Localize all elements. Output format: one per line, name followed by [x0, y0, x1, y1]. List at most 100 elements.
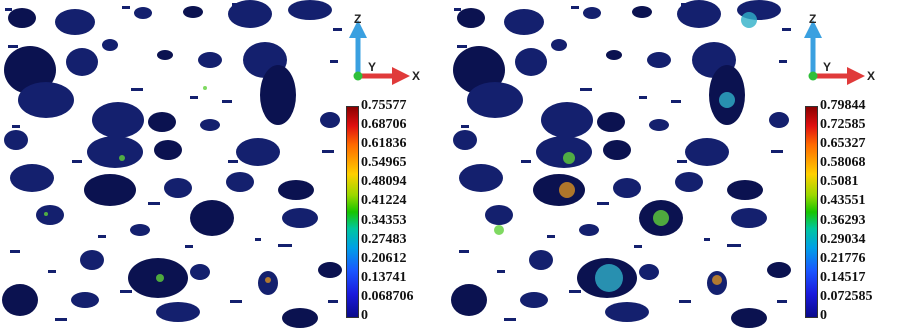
particle-fragment — [777, 300, 787, 303]
colorbar-tick-label: 0.27483 — [361, 231, 407, 247]
particle — [278, 180, 314, 200]
particle-fragment — [457, 45, 467, 48]
particle — [457, 8, 485, 28]
particle-fragment — [232, 3, 242, 6]
z-axis-label: Z — [809, 12, 817, 26]
particle-fragment — [547, 235, 555, 238]
particle-fragment — [120, 290, 132, 293]
particle — [282, 308, 318, 328]
colorbar-gradient — [805, 106, 818, 318]
particle — [536, 136, 592, 168]
particle — [597, 112, 625, 132]
particle-fragment — [679, 300, 691, 303]
particle-scene-left — [2, 0, 342, 328]
left-panel: Z Y X 0.75577 0.68706 0.61836 0.54965 0.4809… — [0, 0, 421, 329]
particle-fragment — [569, 290, 581, 293]
colorbar-tick-label: 0.13741 — [361, 269, 407, 285]
particle — [453, 130, 477, 150]
particle-render-view-right[interactable] — [449, 0, 794, 329]
particle — [467, 82, 523, 118]
particle-fragment — [72, 160, 82, 163]
colorbar-tick-label: 0.41224 — [361, 193, 407, 209]
particle-fragment — [461, 125, 469, 128]
particle — [767, 262, 791, 278]
particle-fragment — [504, 318, 516, 321]
particle — [675, 172, 703, 192]
stress-hotspot — [119, 155, 125, 161]
particle-fragment — [782, 28, 791, 31]
particle — [8, 8, 36, 28]
colorbar-right: 0.79844 0.72585 0.65327 0.58068 0.5081 0.4355… — [805, 98, 898, 323]
particle — [10, 164, 54, 192]
particle — [685, 138, 729, 166]
colorbar-tick-label: 0.43551 — [820, 193, 866, 209]
particle — [769, 112, 789, 128]
particle-fragment — [122, 6, 130, 9]
stress-hotspot — [265, 277, 271, 283]
particle-fragment — [681, 3, 691, 6]
particle — [520, 292, 548, 308]
particle-render-view-left[interactable] — [0, 0, 345, 329]
particle — [92, 102, 144, 138]
particle-scene-right — [451, 0, 791, 328]
stress-hotspot — [719, 92, 735, 108]
stress-hotspot — [494, 225, 504, 235]
colorbar-tick-label: 0.14517 — [820, 269, 866, 285]
particle — [156, 302, 200, 322]
particle — [87, 136, 143, 168]
stress-hotspot — [563, 152, 575, 164]
particle — [551, 39, 567, 51]
particle — [66, 48, 98, 76]
particle-group — [2, 0, 342, 328]
colorbar-tick-label: 0.75577 — [361, 98, 407, 113]
x-axis-label: X — [412, 69, 421, 83]
particle — [226, 172, 254, 192]
particle — [190, 200, 234, 236]
colorbar-tick-label: 0.68706 — [361, 117, 407, 133]
colorbar-tick-label: 0.48094 — [361, 174, 407, 190]
particle-fragment — [148, 202, 160, 205]
particle-fragment — [5, 8, 12, 11]
particle-fragment — [228, 160, 238, 163]
particle — [260, 65, 296, 125]
colorbar-tick-label: 0 — [820, 308, 827, 323]
colorbar-tick-label: 0.72585 — [820, 117, 866, 133]
colorbar-tick-label: 0.072585 — [820, 288, 873, 304]
particle — [134, 7, 152, 19]
particle — [320, 112, 340, 128]
colorbar-tick-label: 0.5081 — [820, 174, 859, 190]
particle-fragment — [677, 160, 687, 163]
y-axis-label: Y — [368, 60, 377, 74]
particle — [639, 264, 659, 280]
particle-fragment — [330, 60, 338, 63]
stress-hotspot — [595, 264, 623, 292]
particle — [148, 112, 176, 132]
particle-fragment — [10, 250, 20, 253]
particle-fragment — [580, 88, 592, 91]
particle — [71, 292, 99, 308]
particle-fragment — [322, 150, 334, 153]
right-panel: Z Y X 0.79844 0.72585 0.65327 0.58068 0.5081… — [449, 0, 898, 329]
colorbar-tick-label: 0.21776 — [820, 250, 866, 266]
particle-fragment — [497, 270, 505, 273]
particle — [613, 178, 641, 198]
colorbar-tick-label: 0.61836 — [361, 136, 407, 152]
y-axis-label: Y — [823, 60, 832, 74]
particle-fragment — [333, 28, 342, 31]
particle — [4, 46, 56, 94]
particle — [55, 9, 95, 35]
colorbar-tick-label: 0.068706 — [361, 288, 414, 304]
particle — [154, 140, 182, 160]
colorbar-gradient — [346, 106, 359, 318]
particle-fragment — [131, 88, 143, 91]
particle-fragment — [190, 96, 198, 99]
particle-fragment — [771, 150, 783, 153]
colorbar-tick-label: 0.58068 — [820, 155, 866, 171]
colorbar-tick-label: 0.34353 — [361, 212, 407, 228]
particle-fragment — [98, 235, 106, 238]
particle — [130, 224, 150, 236]
particle — [677, 0, 721, 28]
axis-triad-right: Z Y X — [801, 12, 876, 86]
stress-hotspot — [653, 210, 669, 226]
stress-hotspot — [44, 212, 48, 216]
